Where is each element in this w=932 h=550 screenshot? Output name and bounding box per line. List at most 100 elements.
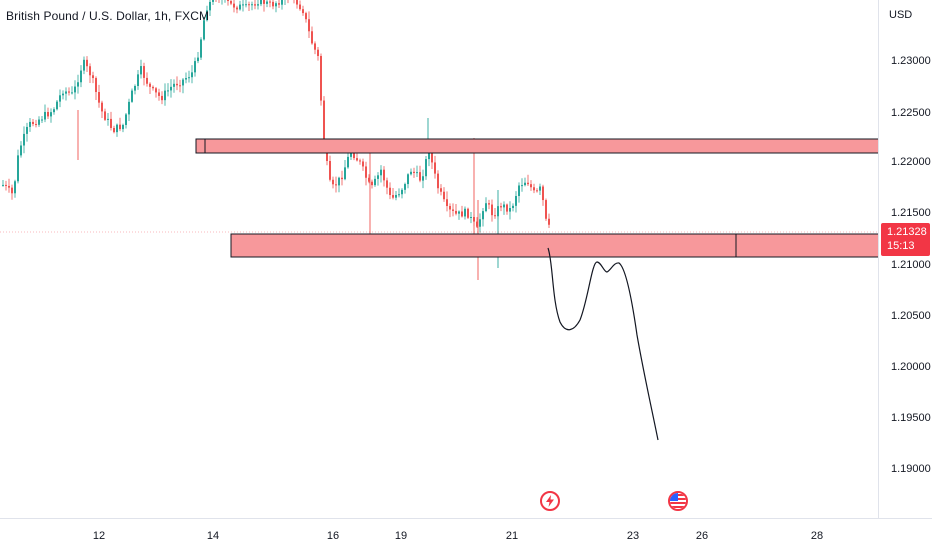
candle-body: [275, 3, 277, 7]
candle-body: [470, 217, 472, 219]
support-zone[interactable]: [230, 233, 878, 258]
candle-body: [329, 161, 331, 180]
candle-body: [143, 66, 145, 78]
candle-body: [167, 90, 169, 92]
candle-body: [509, 208, 511, 212]
candle-body: [131, 90, 133, 102]
candle-body: [524, 182, 526, 186]
candle-body: [344, 167, 346, 180]
candle-body: [359, 160, 361, 162]
candle-body: [149, 83, 151, 87]
candle-body: [8, 185, 10, 188]
candle-body: [401, 189, 403, 195]
candle-body: [533, 187, 535, 191]
candle-body: [461, 211, 463, 217]
candle-body: [362, 161, 364, 167]
price-label: 1.22500: [891, 107, 931, 119]
candle-body: [422, 176, 424, 181]
candle-body: [392, 195, 394, 198]
projection-drawing[interactable]: [547, 247, 659, 441]
candle-body: [437, 173, 439, 189]
candle-body: [350, 151, 352, 157]
candle-body: [269, 1, 271, 3]
candle-body: [335, 184, 337, 186]
axis-currency: USD: [889, 9, 913, 21]
candle-body: [155, 88, 157, 93]
candle-body: [62, 93, 64, 96]
candle-body: [116, 124, 118, 133]
price-label: 1.23000: [891, 55, 931, 67]
price-chart[interactable]: [0, 0, 878, 518]
candle-body: [443, 191, 445, 200]
us-flag-glyph: [670, 493, 686, 509]
candle-body: [500, 206, 502, 208]
candle-body: [104, 111, 106, 120]
candle-body: [377, 175, 379, 179]
candle-body: [431, 153, 433, 163]
candle-body: [416, 172, 418, 174]
price-axis[interactable]: USD 1.23000 1.22500 1.22000 1.21500 1.21…: [878, 0, 932, 518]
price-label: 1.19500: [891, 412, 931, 424]
candle-body: [20, 145, 22, 156]
candle-body: [32, 121, 34, 125]
candle-body: [98, 92, 100, 103]
candle-body: [317, 49, 319, 56]
candle-body: [230, 1, 232, 4]
bar-countdown: 15:13: [887, 240, 915, 252]
candle-body: [296, 0, 298, 5]
candle-body: [74, 86, 76, 93]
candle-body: [212, 0, 214, 2]
candle-body: [188, 77, 190, 79]
candle-body: [536, 190, 538, 192]
candle-body: [242, 4, 244, 6]
current-price-value: 1.21328: [887, 226, 927, 238]
candle-body: [101, 102, 103, 112]
lightning-icon[interactable]: [540, 491, 560, 511]
candle-body: [77, 82, 79, 87]
candle-body: [464, 208, 466, 217]
candle-body: [200, 39, 202, 58]
candle-body: [236, 7, 238, 10]
candle-body: [209, 1, 211, 11]
candle-body: [47, 111, 49, 117]
candle-body: [26, 126, 28, 134]
candle-body: [53, 109, 55, 113]
candle-body: [206, 10, 208, 21]
candle-body: [170, 86, 172, 91]
candle-body: [512, 205, 514, 209]
candle-body: [299, 4, 301, 10]
candle-body: [545, 200, 547, 219]
candle-body: [323, 100, 325, 148]
resistance-zone[interactable]: [195, 138, 878, 154]
time-label: 21: [505, 530, 519, 542]
candle-body: [176, 83, 178, 86]
candle-body: [302, 9, 304, 14]
candle-body: [413, 171, 415, 173]
time-label: 23: [626, 530, 640, 542]
candle-body: [347, 156, 349, 168]
candle-body: [152, 86, 154, 89]
candle-body: [227, 0, 229, 2]
candle-body: [476, 221, 478, 227]
price-label: 1.21500: [891, 207, 931, 219]
candle-body: [260, 0, 262, 5]
candle-body: [521, 185, 523, 187]
candle-body: [89, 66, 91, 76]
candle-body: [17, 155, 19, 182]
candle-body: [50, 112, 52, 117]
candle-body: [326, 147, 328, 162]
candle-body: [248, 4, 250, 6]
candle-body: [29, 121, 31, 127]
us-flag-icon[interactable]: [668, 491, 688, 511]
candle-body: [197, 57, 199, 62]
time-axis[interactable]: 12 14 16 19 21 23 26 28: [0, 518, 932, 550]
candle-body: [380, 169, 382, 176]
candle-body: [134, 85, 136, 91]
candle-body: [338, 177, 340, 186]
candle-body: [494, 215, 496, 217]
candle-body: [491, 204, 493, 216]
chart-area[interactable]: British Pound / U.S. Dollar, 1h, FXCM: [0, 0, 878, 518]
candle-body: [164, 90, 166, 101]
candle-body: [203, 20, 205, 40]
candle-body: [530, 184, 532, 188]
